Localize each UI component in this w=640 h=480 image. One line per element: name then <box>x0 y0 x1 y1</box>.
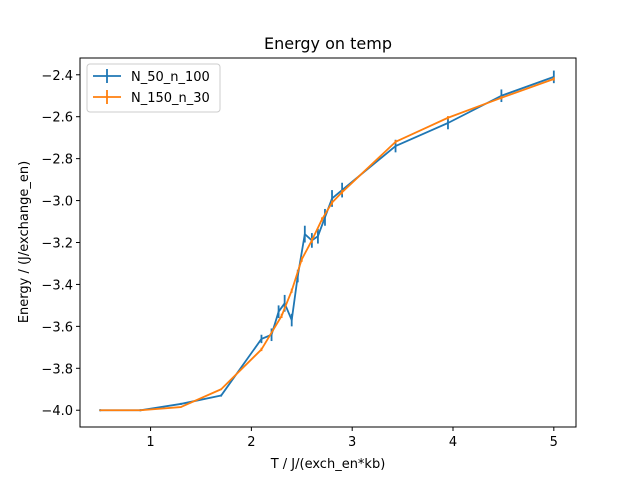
x-tick-label: 1 <box>146 435 154 450</box>
chart-title: Energy on temp <box>264 34 392 53</box>
y-tick-label: −3.8 <box>41 362 73 377</box>
series-line <box>100 76 555 412</box>
y-tick-label: −3.0 <box>41 195 73 210</box>
plot-area <box>99 70 555 412</box>
y-tick-label: −3.4 <box>41 278 73 293</box>
x-tick-label: 3 <box>348 435 356 450</box>
legend: N_50_n_100 N_150_n_30 <box>86 63 221 113</box>
x-axis-label: T / J/(exch_en*kb) <box>270 457 386 472</box>
x-tick-label: 2 <box>247 435 255 450</box>
axis-ticks: 1 2 3 4 5 −4.0 −3.8 −3.6 −3.4 −3.2 −3.0 −2.8 −2.6 −2.… <box>41 69 558 450</box>
y-tick-label: −2.8 <box>41 153 73 168</box>
x-tick-label: 5 <box>550 435 558 450</box>
series-N_50_n_100 <box>99 70 555 412</box>
y-tick-label: −3.6 <box>41 320 73 335</box>
series-line <box>100 78 555 412</box>
y-tick-label: −2.6 <box>41 111 73 126</box>
y-tick-label: −2.4 <box>41 69 73 84</box>
y-tick-label: −4.0 <box>41 404 73 419</box>
y-axis-label: Energy / (J/exchange_en) <box>17 161 32 323</box>
x-tick-label: 4 <box>449 435 457 450</box>
series-N_150_n_30 <box>99 77 555 412</box>
legend-label: N_50_n_100 <box>131 70 210 85</box>
legend-label: N_150_n_30 <box>131 91 210 106</box>
y-tick-label: −3.2 <box>41 237 73 252</box>
